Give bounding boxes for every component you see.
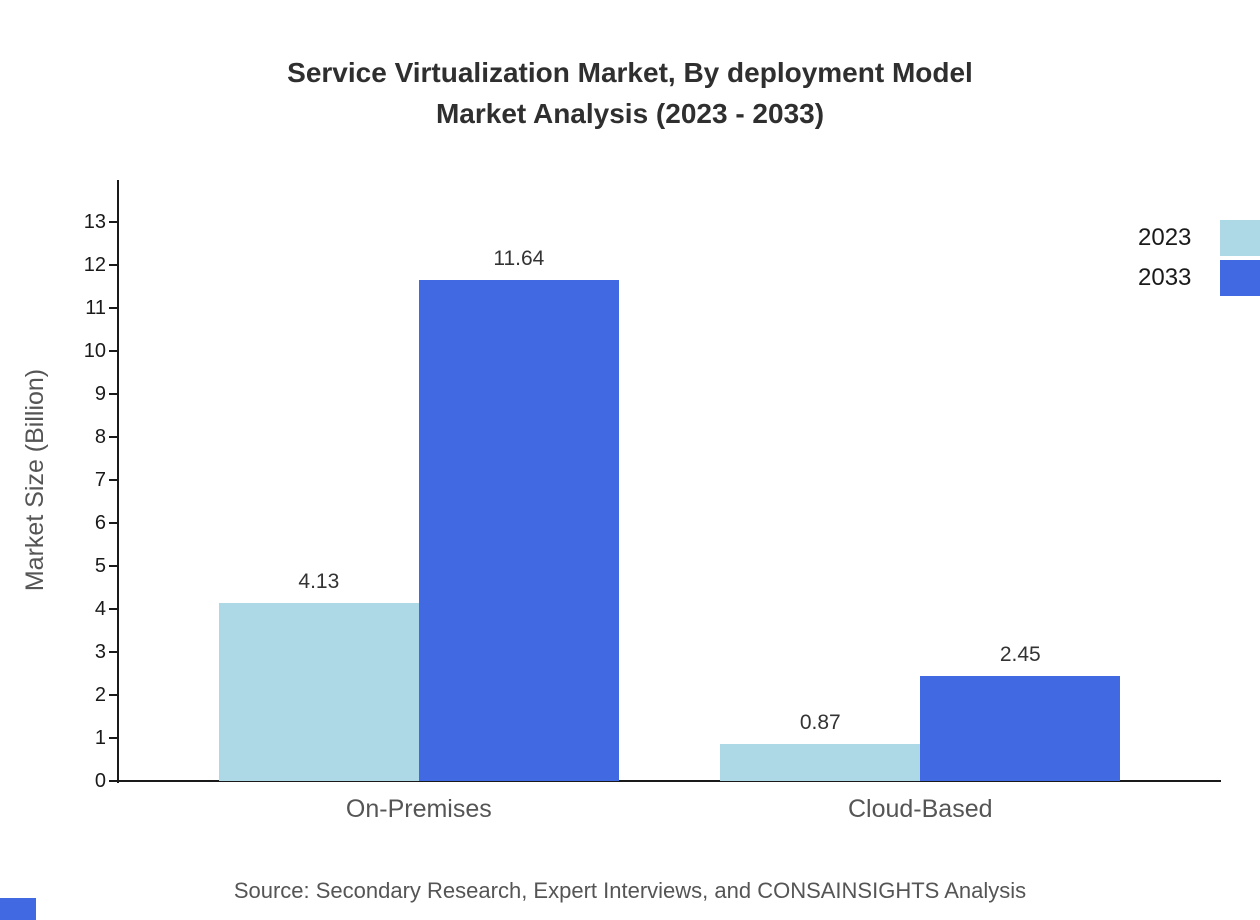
chart-title: Service Virtualization Market, By deploy… [0,52,1260,134]
y-tick-label-0: 0 [94,770,106,792]
y-tick-mark-9 [109,393,117,395]
y-tick-mark-11 [109,307,117,309]
legend: 2023 2033 [1138,218,1260,298]
source-attribution: Source: Secondary Research, Expert Inter… [233,878,1027,903]
y-tick-mark-10 [109,350,117,352]
y-tick-label-6: 6 [94,512,106,534]
legend-label-2033: 2033 [1138,264,1192,291]
y-tick-label-11: 11 [85,297,106,319]
brand-corner-accent [0,898,36,920]
y-tick-mark-12 [109,264,117,266]
y-tick-label-1: 1 [94,727,106,749]
y-tick-mark-7 [109,479,117,481]
bar-2033-on-premises [418,280,619,781]
legend-label-2023: 2023 [1138,224,1192,251]
bar-value-label-2023-on-premises: 4.13 [298,570,340,594]
bar-value-label-2033-cloud-based: 2.45 [999,642,1041,666]
bar-2023-on-premises [218,603,419,781]
chart-title-line2: Market Analysis (2023 - 2033) [435,98,825,129]
y-tick-label-5: 5 [94,555,106,577]
legend-item-2033: 2033 [1138,258,1260,298]
legend-swatch-2023 [1220,220,1260,256]
legend-item-2023: 2023 [1138,218,1260,258]
y-tick-label-9: 9 [94,383,106,405]
bar-value-label-2023-cloud-based: 0.87 [799,710,841,734]
chart-title-line1: Service Virtualization Market, By deploy… [287,57,973,88]
y-axis-line [117,180,119,783]
bar-2033-cloud-based [920,675,1121,781]
x-category-label-on-premises: On-Premises [345,795,492,823]
y-tick-label-13: 13 [83,211,106,233]
y-axis-tick-labels: 0 1 2 3 4 5 6 7 8 9 10 11 12 13 [58,180,106,792]
y-tick-label-4: 4 [94,598,106,620]
bar-value-label-2033-on-premises: 11.64 [493,247,545,271]
y-tick-mark-8 [109,436,117,438]
x-category-label-cloud-based: Cloud-Based [847,795,993,823]
y-tick-mark-2 [109,694,117,696]
x-axis-line [117,780,1221,782]
y-tick-label-10: 10 [83,340,106,362]
y-axis-title: Market Size (Billion) [21,368,49,592]
y-tick-label-2: 2 [94,684,106,706]
legend-swatch-2033 [1220,260,1260,296]
y-tick-mark-3 [109,651,117,653]
y-tick-mark-13 [109,221,117,223]
y-tick-mark-5 [109,565,117,567]
y-tick-mark-6 [109,522,117,524]
y-tick-mark-4 [109,608,117,610]
y-tick-label-8: 8 [94,426,106,448]
y-tick-label-7: 7 [94,469,106,491]
y-tick-label-3: 3 [94,641,106,663]
plot-area: 4.13 0.87 11.64 2.45 [118,180,1220,781]
y-tick-mark-0 [109,780,117,782]
y-tick-mark-1 [109,737,117,739]
y-tick-label-12: 12 [83,254,106,276]
bar-2023-cloud-based [720,743,921,781]
